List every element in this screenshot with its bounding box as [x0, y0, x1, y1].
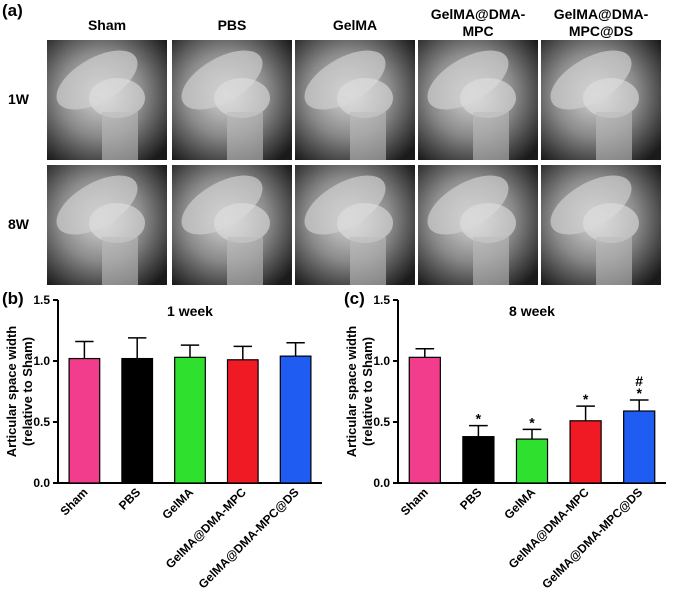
- bar: [68, 357, 101, 484]
- condyle: [583, 78, 639, 118]
- x-tick-label: PBS: [116, 485, 143, 512]
- bar: [515, 438, 549, 484]
- y-tick-label: 1.0: [373, 354, 390, 368]
- condyle: [460, 203, 516, 243]
- femur: [550, 50, 632, 110]
- tibia: [596, 112, 632, 160]
- bar: [623, 410, 656, 484]
- chart-title: 1 week: [167, 303, 213, 319]
- tibia: [350, 112, 386, 160]
- condyle: [89, 203, 145, 243]
- condyle: [214, 203, 270, 243]
- panel-label: (a): [2, 1, 23, 20]
- y-tick-label: 0.5: [373, 415, 390, 429]
- x-tick-label: PBS: [457, 485, 484, 512]
- y-tick-label: 1.5: [373, 293, 390, 307]
- significance-marker: *: [476, 411, 482, 427]
- bar: [226, 359, 259, 484]
- femur: [427, 50, 509, 110]
- x-tick-label: GelMA: [159, 485, 196, 522]
- femur: [304, 50, 386, 110]
- y-axis-label: (relative to Sham): [360, 337, 375, 446]
- y-tick-label: 0.0: [373, 476, 390, 490]
- xray-image: [418, 165, 538, 285]
- bar: [121, 357, 154, 484]
- tibia: [473, 237, 509, 285]
- y-tick-label: 0.5: [33, 415, 50, 429]
- femur: [550, 175, 632, 235]
- condyle: [583, 203, 639, 243]
- xray-image: [295, 165, 415, 285]
- condyle: [214, 78, 270, 118]
- femur: [304, 175, 386, 235]
- x-tick-label: GelMA: [501, 485, 538, 522]
- tibia: [473, 112, 509, 160]
- x-tick-label: Sham: [398, 485, 431, 518]
- significance-marker: *: [636, 385, 642, 401]
- condyle: [89, 78, 145, 118]
- xray-image: [541, 40, 661, 160]
- femur: [56, 50, 138, 110]
- row-label: 8W: [8, 216, 30, 232]
- y-tick-label: 1.5: [33, 293, 50, 307]
- chart-title: 8 week: [509, 303, 555, 319]
- bar: [279, 355, 312, 484]
- tibia: [596, 237, 632, 285]
- tibia: [102, 112, 138, 160]
- xray-image: [418, 40, 538, 160]
- panel-label: (b): [2, 289, 24, 308]
- condyle: [460, 78, 516, 118]
- tibia: [350, 237, 386, 285]
- xray-image: [172, 40, 292, 160]
- column-header: GelMA@DMA-: [554, 6, 649, 22]
- column-header: GelMA@DMA-: [431, 6, 526, 22]
- bar: [569, 420, 602, 484]
- y-tick-label: 1.0: [33, 354, 50, 368]
- column-header: PBS: [218, 17, 247, 33]
- x-tick-label: GelMA@DMA-MPC@DS: [196, 485, 302, 591]
- y-axis-label: Articular space width: [4, 326, 19, 458]
- condyle: [337, 78, 393, 118]
- xray-image: [172, 165, 292, 285]
- y-axis-label: Articular space width: [344, 326, 359, 458]
- x-tick-label: Sham: [58, 485, 91, 518]
- y-axis-label: (relative to Sham): [20, 337, 35, 446]
- xray-image: [47, 40, 167, 160]
- femur: [56, 175, 138, 235]
- y-tick-label: 0.0: [33, 476, 50, 490]
- femur: [181, 50, 263, 110]
- row-label: 1W: [8, 91, 30, 107]
- tibia: [227, 112, 263, 160]
- significance-marker: *: [529, 414, 535, 430]
- significance-marker: #: [635, 373, 643, 389]
- column-header: Sham: [88, 17, 126, 33]
- femur: [181, 175, 263, 235]
- bar: [174, 356, 206, 484]
- xray-image: [295, 40, 415, 160]
- column-header: MPC: [462, 23, 493, 39]
- condyle: [337, 203, 393, 243]
- femur: [427, 175, 509, 235]
- xray-image: [541, 165, 661, 285]
- xray-image: [47, 165, 167, 285]
- bar: [408, 356, 441, 484]
- bar: [462, 436, 495, 484]
- column-header: MPC@DS: [569, 23, 633, 39]
- significance-marker: *: [583, 391, 589, 407]
- tibia: [227, 237, 263, 285]
- tibia: [102, 237, 138, 285]
- panel-label: (c): [344, 289, 365, 308]
- column-header: GelMA: [333, 17, 377, 33]
- x-tick-label: GelMA@DMA-MPC@DS: [539, 485, 645, 591]
